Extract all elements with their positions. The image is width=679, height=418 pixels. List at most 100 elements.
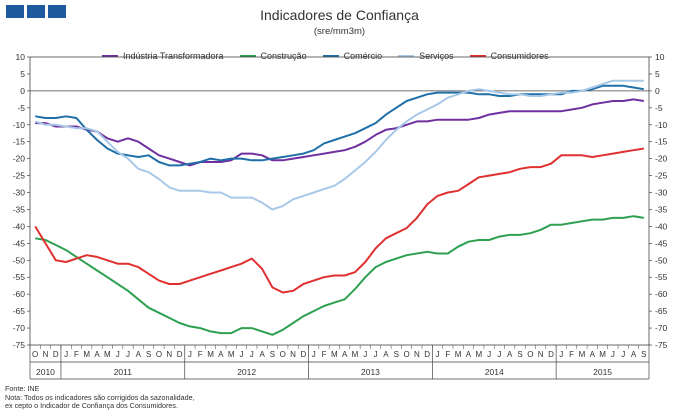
x-tick-label: J — [559, 350, 563, 359]
x-tick-label: D — [301, 350, 307, 359]
brand-square — [27, 5, 45, 18]
x-tick-label: F — [569, 350, 574, 359]
y-tick-label-left: -10 — [13, 120, 26, 130]
x-tick-label: D — [548, 350, 554, 359]
y-tick-label-right: 5 — [655, 69, 660, 79]
y-tick-label-right: -45 — [655, 238, 668, 248]
series-line-3 — [34, 79, 644, 211]
y-tick-label-left: -20 — [13, 154, 26, 164]
legend-swatch — [239, 55, 256, 57]
y-tick-label-right: -15 — [655, 137, 668, 147]
legend-label: Indústria Transformadora — [123, 51, 224, 61]
y-tick-label-right: -5 — [655, 103, 663, 113]
y-tick-label-left: -50 — [13, 255, 26, 265]
legend-label: Consumidores — [490, 51, 549, 61]
x-tick-label: J — [611, 350, 615, 359]
footnote-line-1: Nota: Todos os indicadores são corrigido… — [5, 392, 195, 402]
y-tick-label-left: -15 — [13, 137, 26, 147]
y-tick-label-right: -65 — [655, 306, 668, 316]
legend-item: Construção — [239, 51, 307, 61]
x-tick-label: J — [497, 350, 501, 359]
x-tick-label: O — [280, 350, 286, 359]
y-tick-label-right: -20 — [655, 154, 668, 164]
y-tick-label-left: -5 — [17, 103, 25, 113]
x-tick-label: M — [207, 350, 214, 359]
x-tick-label: M — [352, 350, 359, 359]
source-note: Fonte: INE — [5, 384, 40, 393]
x-tick-label: D — [177, 350, 183, 359]
x-tick-label: J — [363, 350, 367, 359]
y-tick-label-left: -65 — [13, 306, 26, 316]
year-label: 2010 — [36, 367, 55, 377]
x-tick-label: M — [331, 350, 338, 359]
y-tick-label-right: -35 — [655, 204, 668, 214]
chart-legend: Indústria Transformadora Construção Comérc… — [102, 51, 549, 61]
legend-swatch — [398, 55, 415, 57]
x-tick-label: S — [394, 350, 399, 359]
x-tick-label: J — [188, 350, 192, 359]
y-tick-label-right: -10 — [655, 120, 668, 130]
legend-item: Comércio — [322, 51, 382, 61]
series-line-1 — [35, 215, 644, 336]
footnotes: Fonte: INE Nota: Todos os indicadores sã… — [5, 384, 195, 411]
x-tick-label: O — [156, 350, 162, 359]
x-tick-label: M — [83, 350, 90, 359]
chart-title: Indicadores de Confiança — [260, 7, 419, 23]
y-tick-label-left: 0 — [20, 86, 25, 96]
y-tick-label-right: 10 — [655, 52, 665, 62]
year-label: 2012 — [237, 367, 256, 377]
legend-swatch — [469, 55, 486, 57]
x-tick-label: J — [116, 350, 120, 359]
y-tick-label-right: -60 — [655, 289, 668, 299]
y-tick-label-left: -60 — [13, 289, 26, 299]
x-tick-label: S — [146, 350, 151, 359]
series-line-2 — [35, 84, 644, 167]
y-tick-label-left: -30 — [13, 188, 26, 198]
x-tick-label: A — [631, 350, 637, 359]
brand-square — [48, 5, 66, 18]
x-tick-label: O — [527, 350, 533, 359]
x-tick-label: J — [312, 350, 316, 359]
chart-subtitle: (sre/mm3m) — [313, 26, 366, 37]
brand-logo — [6, 5, 66, 18]
x-tick-label: M — [599, 350, 606, 359]
x-tick-label: O — [32, 350, 38, 359]
x-tick-label: J — [64, 350, 68, 359]
x-tick-label: A — [259, 350, 265, 359]
x-tick-label: N — [538, 350, 544, 359]
y-tick-label-right: -40 — [655, 221, 668, 231]
y-tick-label-right: 0 — [655, 86, 660, 96]
x-tick-label: F — [322, 350, 327, 359]
y-tick-label-right: -25 — [655, 171, 668, 181]
y-tick-label-left: -70 — [13, 323, 26, 333]
x-tick-label: S — [641, 350, 646, 359]
y-tick-label-left: -45 — [13, 238, 26, 248]
x-tick-label: N — [414, 350, 420, 359]
y-tick-label-left: -25 — [13, 171, 26, 181]
legend-label: Serviços — [419, 51, 454, 61]
x-tick-label: A — [466, 350, 472, 359]
y-tick-label-left: -40 — [13, 221, 26, 231]
x-tick-label: J — [374, 350, 378, 359]
x-tick-label: A — [590, 350, 596, 359]
x-tick-label: A — [383, 350, 389, 359]
x-tick-label: A — [507, 350, 513, 359]
x-tick-label: A — [94, 350, 100, 359]
x-tick-label: J — [621, 350, 625, 359]
brand-square — [6, 5, 24, 18]
legend-swatch — [322, 55, 339, 57]
y-tick-label-right: -75 — [655, 340, 668, 350]
y-tick-label-left: 5 — [20, 69, 25, 79]
y-tick-label-left: -55 — [13, 272, 26, 282]
x-tick-label: O — [403, 350, 409, 359]
legend-item: Serviços — [398, 51, 454, 61]
y-tick-label-left: -75 — [13, 340, 26, 350]
x-tick-label: F — [445, 350, 450, 359]
x-tick-label: A — [342, 350, 348, 359]
x-tick-label: D — [424, 350, 430, 359]
legend-item: Consumidores — [469, 51, 549, 61]
x-tick-label: F — [198, 350, 203, 359]
year-label: 2014 — [485, 367, 504, 377]
x-tick-label: S — [270, 350, 275, 359]
